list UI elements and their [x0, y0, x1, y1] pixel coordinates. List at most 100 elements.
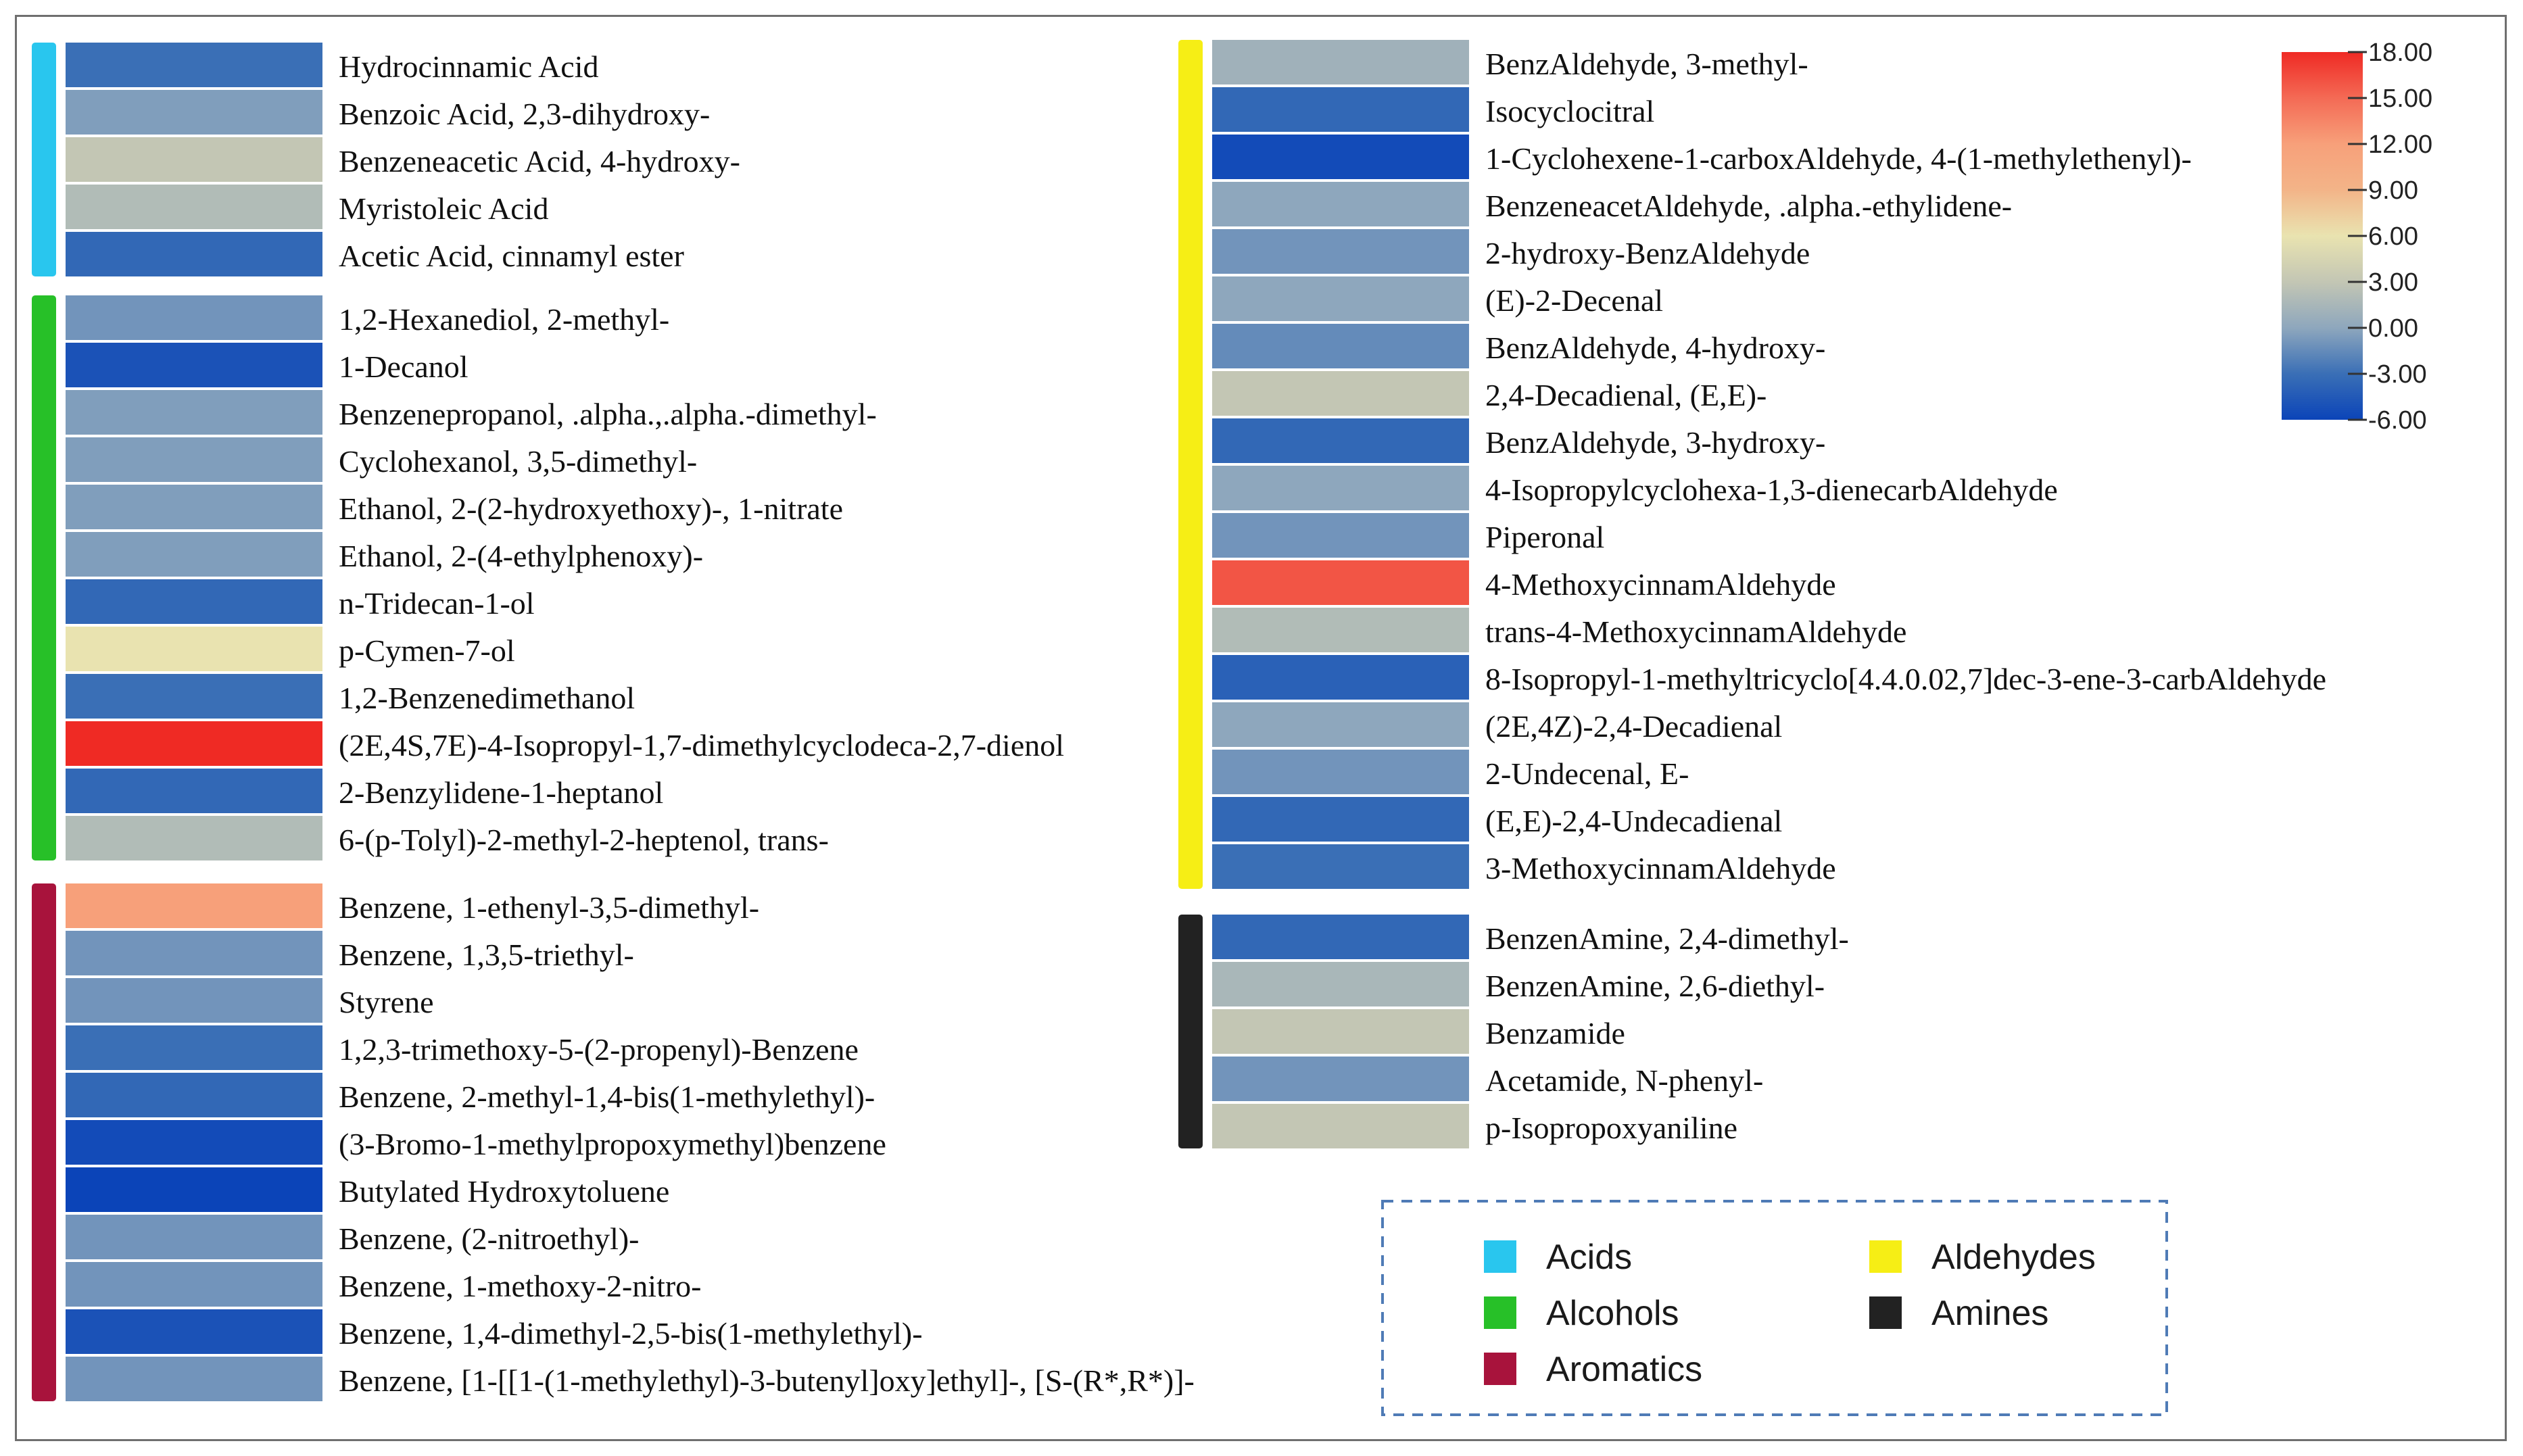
row-label: 2-Benzylidene-1-heptanol [339, 775, 663, 810]
group-bar-aromatics [32, 883, 56, 1401]
row-label: 1-Cyclohexene-1-carboxAldehyde, 4-(1-met… [1485, 141, 2192, 176]
heatmap-chart: Hydrocinnamic Acid Benzoic Acid, 2,3-dihy… [32, 39, 2432, 1416]
legend-swatch-amines [1869, 1296, 1902, 1329]
group-bar-amines [1178, 915, 1203, 1148]
row-label: Myristoleic Acid [339, 191, 548, 226]
row-label: BenzeneacetAldehyde, .alpha.-ethylidene- [1485, 189, 2012, 223]
legend-label: Aromatics [1546, 1350, 1702, 1389]
heatmap-cell [66, 343, 322, 387]
heatmap-cell [66, 1120, 322, 1165]
heatmap-cell [66, 1309, 322, 1354]
row-label: Hydrocinnamic Acid [339, 49, 599, 84]
colorbar-tick-label: -6.00 [2368, 406, 2427, 435]
row-label: (3-Bromo-1-methylpropoxymethyl)benzene [339, 1127, 886, 1161]
row-label: 2-Undecenal, E- [1485, 756, 1689, 791]
legend-label: Amines [1931, 1294, 2048, 1333]
row-label: Benzoic Acid, 2,3-dihydroxy- [339, 97, 710, 131]
row-label: (E)-2-Decenal [1485, 283, 1663, 318]
group-bar-aldehydes [1178, 40, 1203, 889]
heatmap-cell [1212, 371, 1469, 416]
row-label: BenzAldehyde, 4-hydroxy- [1485, 331, 1825, 365]
row-label: BenzenAmine, 2,4-dimethyl- [1485, 921, 1849, 956]
heatmap-cell [66, 978, 322, 1023]
legend-swatch-aldehydes [1869, 1240, 1902, 1273]
heatmap-cell [66, 931, 322, 975]
heatmap-cell [66, 627, 322, 671]
legend-swatch-aromatics [1484, 1353, 1516, 1385]
heatmap-cell [1212, 560, 1469, 605]
heatmap-cell [66, 1073, 322, 1117]
heatmap-cell [1212, 962, 1469, 1006]
heatmap-cell [66, 137, 322, 182]
heatmap-cell [66, 390, 322, 435]
row-label: Benzene, 1-methoxy-2-nitro- [339, 1269, 701, 1303]
row-label: 1,2-Hexanediol, 2-methyl- [339, 302, 669, 337]
heatmap-cell [1212, 1009, 1469, 1054]
row-label: Ethanol, 2-(4-ethylphenoxy)- [339, 539, 703, 573]
row-label: 4-Isopropylcyclohexa-1,3-dienecarbAldehy… [1485, 472, 2058, 507]
row-label: (2E,4Z)-2,4-Decadienal [1485, 709, 1782, 744]
row-label: 1,2,3-trimethoxy-5-(2-propenyl)-Benzene [339, 1032, 859, 1067]
row-label: 2-hydroxy-BenzAldehyde [1485, 236, 1810, 270]
heatmap-cell [1212, 702, 1469, 747]
colorbar-tick-label: 0.00 [2368, 314, 2418, 343]
heatmap-cell [1212, 418, 1469, 463]
heatmap-cell [66, 769, 322, 813]
legend-swatch-alcohols [1484, 1296, 1516, 1329]
row-label: p-Cymen-7-ol [339, 633, 515, 668]
row-label: 1-Decanol [339, 349, 468, 384]
colorbar-tick-label: 3.00 [2368, 268, 2418, 297]
heatmap-cell [66, 485, 322, 529]
row-label: Benzamide [1485, 1016, 1625, 1050]
heatmap-cell [1212, 182, 1469, 226]
heatmap-cell [1212, 276, 1469, 321]
row-label: 1,2-Benzenedimethanol [339, 681, 635, 715]
row-label: Benzene, 1,3,5-triethyl- [339, 938, 634, 972]
heatmap-cell [66, 532, 322, 577]
legend-swatch-acids [1484, 1240, 1516, 1273]
row-label: Benzene, 2-methyl-1,4-bis(1-methylethyl)… [339, 1079, 875, 1114]
heatmap-cell [66, 90, 322, 135]
heatmap-cell [1212, 466, 1469, 510]
heatmap-cell [1212, 844, 1469, 889]
heatmap-cell [1212, 229, 1469, 274]
legend-label: Acids [1546, 1238, 1632, 1277]
row-label: (E,E)-2,4-Undecadienal [1485, 804, 1782, 838]
row-label: Benzeneacetic Acid, 4-hydroxy- [339, 144, 740, 178]
row-label: 8-Isopropyl-1-methyltricyclo[4.4.0.02,7]… [1485, 662, 2326, 696]
row-label: n-Tridecan-1-ol [339, 586, 535, 621]
row-label: Acetic Acid, cinnamyl ester [339, 239, 684, 273]
heatmap-cell [66, 674, 322, 719]
heatmap-cell [66, 1357, 322, 1401]
row-label: Benzene, 1-ethenyl-3,5-dimethyl- [339, 890, 759, 925]
colorbar-tick-label: 15.00 [2368, 84, 2432, 113]
heatmap-cell [1212, 797, 1469, 842]
heatmap-cell [66, 43, 322, 87]
heatmap-cell [1212, 1057, 1469, 1101]
colorbar-tick-label: 9.00 [2368, 176, 2418, 205]
row-label: Ethanol, 2-(2-hydroxyethoxy)-, 1-nitrate [339, 491, 843, 526]
heatmap-cell [66, 232, 322, 276]
heatmap-cell [66, 579, 322, 624]
heatmap-cell [1212, 513, 1469, 558]
row-label: 4-MethoxycinnamAldehyde [1485, 567, 1836, 602]
row-label: BenzAldehyde, 3-hydroxy- [1485, 425, 1825, 460]
colorbar-tick-label: 12.00 [2368, 130, 2432, 159]
heatmap-cell [1212, 87, 1469, 132]
heatmap-cell [1212, 655, 1469, 700]
row-label: Butylated Hydroxytoluene [339, 1174, 669, 1209]
row-label: Styrene [339, 985, 434, 1019]
row-label: BenzenAmine, 2,6-diethyl- [1485, 969, 1825, 1003]
colorbar-tick-label: -3.00 [2368, 360, 2427, 389]
row-label: Isocyclocitral [1485, 94, 1654, 128]
heatmap-cell [66, 721, 322, 766]
heatmap-cell [1212, 750, 1469, 794]
row-label: Acetamide, N-phenyl- [1485, 1063, 1763, 1098]
figure-frame: Hydrocinnamic Acid Benzoic Acid, 2,3-dihy… [15, 15, 2507, 1441]
heatmap-cell [66, 185, 322, 229]
heatmap-cell [66, 1262, 322, 1307]
heatmap-cell [1212, 915, 1469, 959]
heatmap-cell [66, 1167, 322, 1212]
heatmap-cell [66, 295, 322, 340]
heatmap-cell [1212, 40, 1469, 84]
